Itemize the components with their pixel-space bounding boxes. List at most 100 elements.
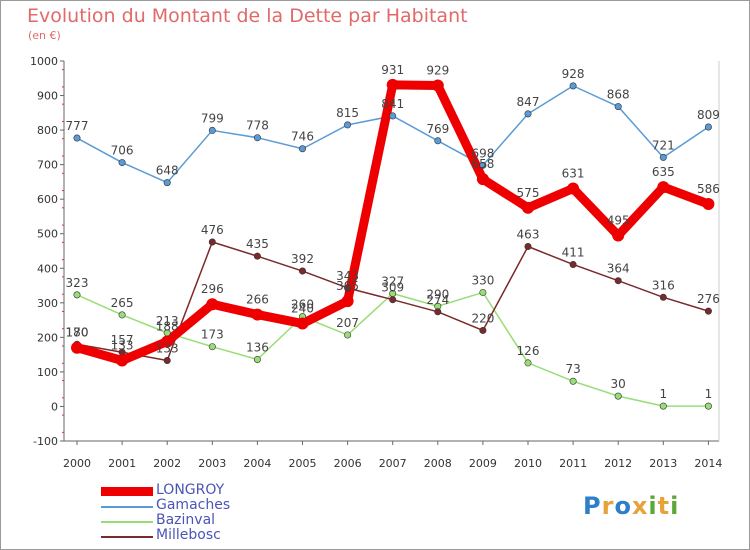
data-point [704, 307, 712, 315]
data-label: 799 [201, 111, 224, 125]
y-tick-label: 400 [37, 262, 58, 275]
y-tick-label: 800 [37, 124, 58, 137]
data-label: 411 [562, 245, 585, 259]
data-label: 635 [652, 165, 675, 179]
x-tick-label: 2007 [379, 457, 407, 470]
logo-letter: P [583, 492, 602, 520]
data-label: 476 [201, 223, 224, 237]
y-tick-label: 600 [37, 193, 58, 206]
data-label: 706 [111, 144, 134, 158]
y-tick-label: 1000 [30, 55, 58, 68]
x-tick-label: 2013 [649, 457, 677, 470]
data-label: 327 [381, 274, 404, 288]
data-label: 180 [66, 325, 89, 339]
data-point [614, 277, 622, 285]
logo-letter: t [657, 492, 671, 520]
data-label: 929 [426, 64, 449, 78]
data-point [208, 343, 216, 351]
data-label: 73 [565, 362, 580, 376]
data-point [208, 126, 216, 134]
data-point [479, 326, 487, 334]
data-point [296, 317, 309, 330]
data-label: 290 [426, 287, 449, 301]
y-tick-label: 200 [37, 331, 58, 344]
data-point [116, 354, 129, 367]
data-point [206, 298, 219, 311]
data-label: 126 [517, 344, 540, 358]
data-label: 173 [201, 328, 224, 342]
legend-swatch [101, 506, 153, 508]
x-tick-label: 2008 [424, 457, 452, 470]
data-point [659, 402, 667, 410]
data-point [344, 121, 352, 129]
data-label: 847 [517, 95, 540, 109]
data-label: 260 [291, 298, 314, 312]
series-lines [72, 80, 713, 407]
data-label: 575 [517, 186, 540, 200]
data-point [298, 267, 306, 275]
data-label: 868 [607, 88, 630, 102]
data-label: 746 [291, 130, 314, 144]
data-point [702, 198, 715, 211]
data-label: 815 [336, 106, 359, 120]
data-label: 136 [246, 340, 269, 354]
data-point [161, 335, 174, 348]
data-label: 276 [697, 292, 720, 306]
data-point [524, 243, 532, 251]
data-point [386, 78, 399, 91]
proxiti-logo: Proxiti [583, 492, 679, 520]
data-point [253, 252, 261, 260]
data-label: 157 [111, 333, 134, 347]
data-label: 305 [336, 279, 359, 293]
x-tick-label: 2005 [289, 457, 317, 470]
data-point [569, 377, 577, 385]
x-tick-label: 2002 [153, 457, 181, 470]
data-point [569, 82, 577, 90]
data-labels: 777 706 648 799 778 746 815 841 769 698 847 928 868 7… [66, 63, 720, 401]
data-label: 188 [156, 320, 179, 334]
data-point [73, 134, 81, 142]
legend-label: Bazinval [156, 512, 216, 528]
data-label: 316 [652, 278, 675, 292]
data-point [71, 341, 83, 354]
y-tick-label: 0 [51, 400, 58, 413]
data-label: 265 [111, 296, 134, 310]
data-label: 343 [336, 269, 359, 283]
legend-label: LONGROY [156, 482, 225, 498]
axes: -100 0 100 200 300 400 500 600 700 800 900 1000 2000… [30, 55, 722, 470]
x-tick-label: 2006 [334, 457, 362, 470]
data-label: 931 [381, 63, 404, 77]
chart-unit: (en €) [28, 29, 61, 42]
x-tick-label: 2010 [514, 457, 542, 470]
legend-swatch [101, 487, 153, 496]
x-tick-label: 2000 [63, 457, 91, 470]
data-point [569, 260, 577, 268]
data-label: 809 [697, 108, 720, 122]
logo-letter: r [601, 492, 615, 520]
data-label: 133 [111, 339, 134, 353]
data-point [567, 182, 580, 195]
data-point [522, 201, 534, 214]
x-tick-label: 2014 [694, 457, 722, 470]
logo-letter: i [648, 492, 658, 520]
data-point [298, 145, 306, 153]
data-point [659, 153, 667, 161]
data-point [251, 308, 264, 321]
data-point [704, 123, 712, 131]
data-label: 721 [652, 138, 675, 152]
data-label: 586 [697, 182, 720, 196]
data-label: 658 [471, 157, 494, 171]
data-label: 778 [246, 119, 269, 133]
data-point [476, 173, 489, 186]
data-point [208, 238, 216, 246]
x-tick-label: 2004 [243, 457, 271, 470]
data-point [73, 291, 81, 299]
x-tick-label: 2012 [604, 457, 632, 470]
data-label: 296 [201, 282, 224, 296]
data-point [431, 79, 444, 92]
data-label: 928 [562, 67, 585, 81]
data-point [253, 355, 261, 363]
data-label: 240 [291, 302, 314, 316]
chart-title: Evolution du Montant de la Dette par Hab… [27, 5, 468, 27]
